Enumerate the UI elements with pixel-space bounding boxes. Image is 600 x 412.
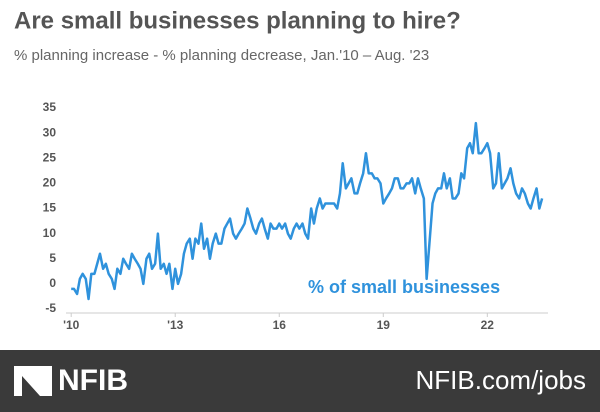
y-tick-label: 5 bbox=[49, 251, 56, 265]
x-tick-label: '13 bbox=[167, 318, 184, 332]
y-tick-label: 25 bbox=[43, 150, 57, 164]
y-tick-label: 35 bbox=[43, 100, 57, 114]
y-tick-label: 20 bbox=[43, 176, 57, 190]
y-tick-label: 10 bbox=[43, 226, 57, 240]
series-label: % of small businesses bbox=[308, 277, 500, 297]
footer-bar bbox=[0, 350, 600, 412]
y-tick-label: 30 bbox=[43, 125, 57, 139]
x-tick-label: 16 bbox=[273, 318, 287, 332]
x-tick-label: '10 bbox=[63, 318, 80, 332]
y-tick-label: 0 bbox=[49, 276, 56, 290]
x-tick-label: 22 bbox=[481, 318, 495, 332]
y-tick-label: -5 bbox=[45, 301, 56, 315]
logo: NFIB bbox=[58, 364, 128, 397]
logo-icon bbox=[14, 366, 52, 396]
y-tick-label: 15 bbox=[43, 201, 57, 215]
chart-subtitle: % planning increase - % planning decreas… bbox=[14, 47, 429, 64]
x-tick-label: 19 bbox=[377, 318, 391, 332]
chart-title: Are small businesses planning to hire? bbox=[14, 7, 461, 34]
data-line bbox=[71, 121, 544, 301]
footer-link[interactable]: NFIB.com/jobs bbox=[416, 365, 587, 395]
